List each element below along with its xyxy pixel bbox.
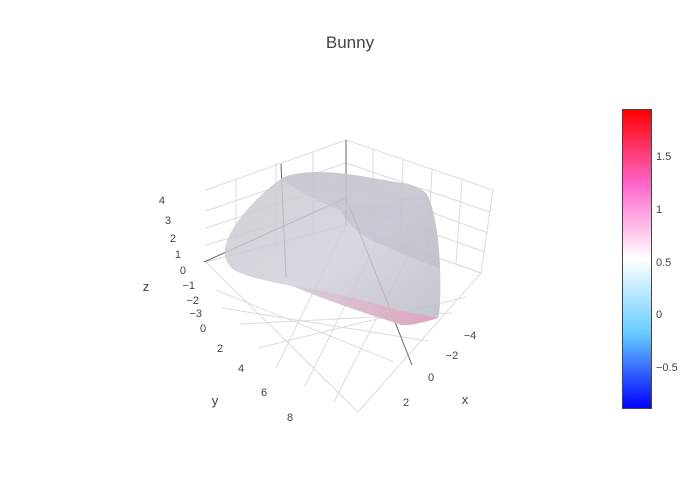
x-tick: −2 [446,350,459,362]
surface-front-face [340,193,440,268]
colorbar [622,109,652,409]
z-tick: 4 [159,195,165,207]
chart-title: Bunny [325,33,375,52]
z-tick: 3 [165,215,171,227]
colorbar-tick: 1 [656,204,663,216]
x-tick: 2 [403,397,409,409]
surface-top-face [282,172,426,210]
colorbar-tick: 0.5 [656,257,672,269]
y-axis-label: y [212,393,219,408]
y-tick: 8 [287,412,293,424]
surface-bottom-edge [292,286,438,326]
y-tick: 2 [217,343,223,355]
y-tick: 4 [238,363,244,375]
z-tick: 2 [170,233,176,245]
colorbar-tick: 1.5 [656,151,672,163]
y-tick: 6 [261,387,267,399]
bunny-surface[interactable] [224,172,441,326]
x-axis-label: x [462,392,469,407]
x-tick: 0 [428,372,434,384]
x-axis-ticks: −4 −2 0 2 [403,330,476,409]
z-axis-ticks: 4 3 2 1 0 −1 −2 −3 [159,195,202,320]
surface-body[interactable] [224,172,441,326]
z-tick: 1 [175,249,181,261]
y-axis-ticks: 0 2 4 6 8 [200,323,293,424]
colorbar-tick: −0.5 [656,362,678,374]
z-tick: −1 [182,280,195,292]
z-tick: −3 [189,308,202,320]
y-tick: 0 [200,323,206,335]
z-tick: 0 [180,265,186,277]
z-tick: −2 [186,295,199,307]
colorbar-tick: 0 [656,309,663,321]
z-axis-label: z [143,279,150,294]
x-tick: −4 [464,330,477,342]
